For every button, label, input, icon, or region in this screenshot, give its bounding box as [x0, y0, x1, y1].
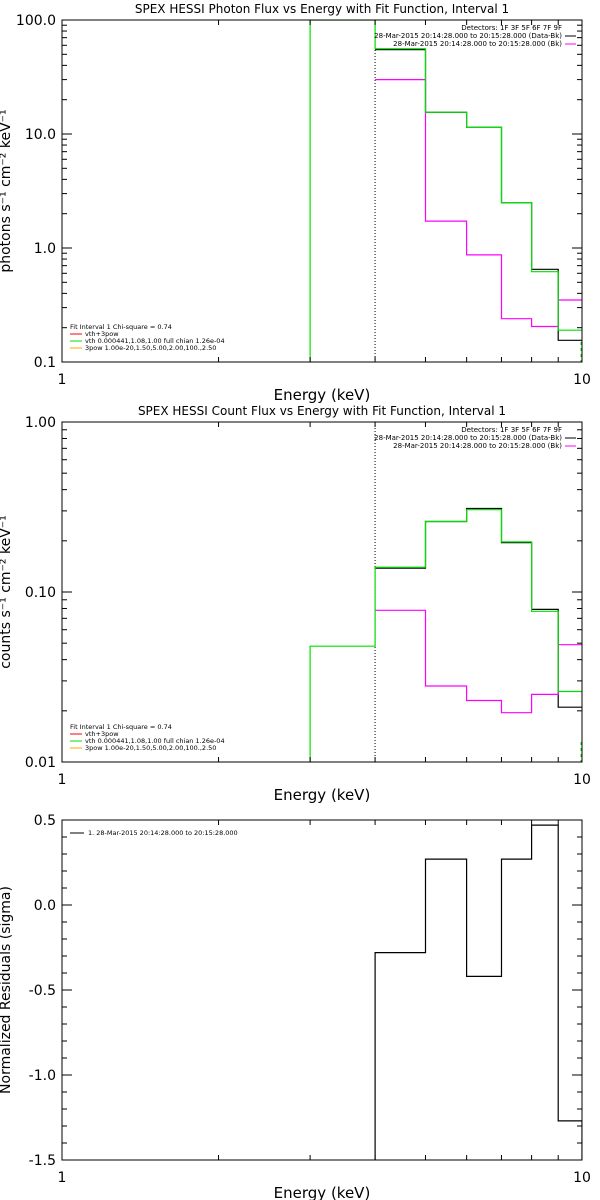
detector-legend: Detectors: 1F 3F 5F 6F 7F 9F28-Mar-2015 … [374, 426, 576, 450]
model-series [309, 509, 582, 762]
x-tick-label: 1 [58, 372, 67, 388]
y-tick-label: 1.00 [25, 415, 56, 431]
fit-legend: Fit Interval 1 Chi-square = 0.74vth+3pow… [70, 723, 225, 752]
legend-bk: 28-Mar-2015 20:14:28.000 to 20:15:28.000… [393, 442, 562, 450]
y-tick-label: 0.5 [34, 813, 56, 829]
y-tick-label: 1.0 [34, 241, 56, 257]
plot-area [309, 20, 582, 362]
legend-detectors: Detectors: 1F 3F 5F 6F 7F 9F [461, 426, 562, 434]
y-tick-label: 10.0 [25, 127, 56, 143]
legend-data-bk: 28-Mar-2015 20:14:28.000 to 20:15:28.000… [374, 434, 562, 442]
plot-area [374, 824, 582, 1160]
photon-flux-panel: SPEX HESSI Photon Flux vs Energy with Fi… [0, 2, 591, 404]
legend-fit-entry: 3pow 1.00e-20,1.50,5.00,2.00,100.,2.50 [85, 344, 216, 352]
y-tick-label: 0.01 [25, 755, 56, 771]
legend-bk: 28-Mar-2015 20:14:28.000 to 20:15:28.000… [393, 40, 562, 48]
y-axis-label: counts s⁻¹ cm⁻² keV⁻¹ [0, 515, 14, 669]
x-tick-label: 1 [58, 772, 67, 788]
plot-frame [61, 421, 583, 763]
y-tick-label: 0.10 [25, 585, 56, 601]
plot-frame [61, 19, 583, 363]
plot-area [309, 422, 582, 762]
y-tick-label: 0.1 [34, 355, 56, 371]
y-tick-label: -1.0 [29, 1068, 56, 1084]
residual-series [374, 824, 582, 1160]
legend-fit-entry: vth 0.000441,1.08,1.00 full chian 1.26e-… [85, 737, 225, 745]
detector-legend: Detectors: 1F 3F 5F 6F 7F 9F28-Mar-2015 … [374, 24, 576, 48]
count-flux-panel: SPEX HESSI Count Flux vs Energy with Fit… [0, 404, 591, 804]
fit-legend: Fit Interval 1 Chi-square = 0.74vth+3pow… [70, 323, 225, 352]
x-axis-label: Energy (keV) [274, 786, 371, 804]
legend-fit-interval: Fit Interval 1 Chi-square = 0.74 [70, 323, 172, 331]
legend-fit-entry: vth+3pow [85, 730, 119, 738]
residual-legend: 1. 28-Mar-2015 20:14:28.000 to 20:15:28.… [70, 829, 238, 837]
data-minus-background-series [375, 507, 582, 708]
chart-title: SPEX HESSI Count Flux vs Energy with Fit… [138, 404, 506, 418]
legend-fit-interval: Fit Interval 1 Chi-square = 0.74 [70, 723, 172, 731]
plot-frame [61, 819, 583, 1161]
background-series [375, 609, 582, 714]
x-tick-label: 10 [573, 372, 591, 388]
legend-entry: 1. 28-Mar-2015 20:14:28.000 to 20:15:28.… [88, 829, 238, 837]
data-minus-background-series [375, 49, 582, 341]
legend-detectors: Detectors: 1F 3F 5F 6F 7F 9F [461, 24, 562, 32]
y-axis-label: photons s⁻¹ cm⁻² keV⁻¹ [0, 109, 14, 272]
legend-fit-entry: 3pow 1.00e-20,1.50,5.00,2.00,100.,2.50 [85, 744, 216, 752]
chart-title: SPEX HESSI Photon Flux vs Energy with Fi… [135, 2, 509, 16]
y-tick-label: 100.0 [16, 13, 56, 29]
y-axis-label: Normalized Residuals (sigma) [0, 886, 14, 1094]
y-tick-label: -0.5 [29, 983, 56, 999]
model-series [309, 20, 582, 362]
y-tick-label: -1.5 [29, 1153, 56, 1169]
background-series [375, 79, 582, 328]
x-tick-label: 10 [573, 772, 591, 788]
legend-data-bk: 28-Mar-2015 20:14:28.000 to 20:15:28.000… [374, 32, 562, 40]
legend-fit-entry: vth 0.000441,1.08,1.00 full chian 1.26e-… [85, 337, 225, 345]
x-tick-label: 1 [58, 1170, 67, 1186]
x-axis-label: Energy (keV) [274, 386, 371, 404]
legend-fit-entry: vth+3pow [85, 330, 119, 338]
x-tick-label: 10 [573, 1170, 591, 1186]
x-axis-label: Energy (keV) [274, 1184, 371, 1200]
y-tick-label: 0.0 [34, 898, 56, 914]
residuals-panel: 1 10 Energy (keV) -1.5 -1.0 -0.5 0.0 0.5 Normali… [0, 813, 591, 1200]
